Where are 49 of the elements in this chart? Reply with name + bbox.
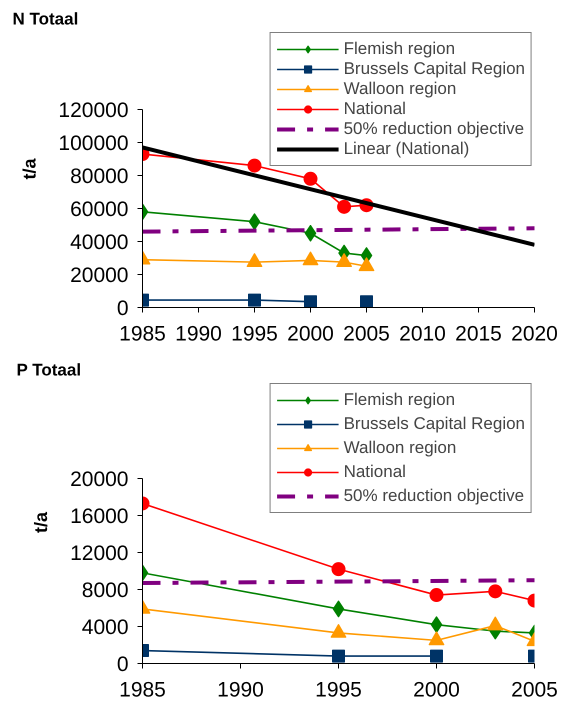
- point: [430, 588, 444, 602]
- legend-label: Linear (National): [344, 139, 470, 159]
- legend-label: Brussels Capital Region: [344, 59, 525, 79]
- x-tick-label: 1990: [175, 322, 222, 346]
- y-axis-title: t/a: [19, 158, 40, 180]
- legend-label: Walloon region: [344, 79, 456, 99]
- point: [248, 294, 261, 307]
- x-tick-label: 1985: [119, 322, 166, 346]
- y-tick-label: 20000: [70, 264, 129, 287]
- chart-title: P Totaal: [16, 360, 82, 380]
- x-tick-label: 1995: [315, 678, 362, 702]
- x-tick-label: 2000: [287, 322, 334, 346]
- legend-label: Walloon region: [344, 438, 456, 458]
- y-tick-label: 4000: [82, 616, 128, 639]
- legend-label: National: [344, 462, 406, 482]
- y-tick-label: 100000: [58, 132, 129, 155]
- chart-title: N Totaal: [12, 10, 78, 28]
- point: [332, 562, 346, 576]
- y-tick-label: 12000: [70, 542, 129, 565]
- x-tick-label: 2005: [511, 678, 558, 702]
- legend-label: Flemish region: [344, 39, 456, 59]
- x-tick-label: 2015: [455, 322, 502, 346]
- y-tick-label: 8000: [82, 579, 128, 602]
- y-axis-title: t/a: [31, 511, 52, 534]
- legend-label: National: [344, 99, 406, 119]
- x-tick-label: 2020: [511, 322, 558, 346]
- x-tick-label: 1990: [217, 678, 264, 702]
- x-tick-label: 2005: [343, 322, 390, 346]
- point: [248, 158, 262, 173]
- y-tick-label: 0: [116, 297, 129, 320]
- y-tick-label: 60000: [70, 198, 129, 221]
- y-tick-label: 120000: [58, 99, 129, 122]
- legend-label: 50% reduction objective: [344, 119, 524, 139]
- legend-label: Flemish region: [344, 390, 456, 410]
- y-tick-label: 0: [116, 653, 129, 676]
- point: [337, 200, 352, 214]
- point: [304, 295, 317, 308]
- x-tick-label: 2000: [413, 678, 460, 702]
- legend-label: Brussels Capital Region: [344, 414, 525, 434]
- y-tick-label: 80000: [70, 165, 129, 188]
- legend-label: 50% reduction objective: [344, 486, 524, 506]
- y-tick-label: 40000: [70, 231, 129, 254]
- point: [360, 295, 373, 308]
- point: [304, 172, 318, 186]
- x-tick-label: 1985: [119, 678, 166, 702]
- x-tick-label: 2010: [399, 322, 446, 346]
- y-tick-label: 20000: [70, 468, 129, 491]
- y-tick-label: 16000: [70, 505, 129, 528]
- x-tick-label: 1995: [231, 322, 278, 346]
